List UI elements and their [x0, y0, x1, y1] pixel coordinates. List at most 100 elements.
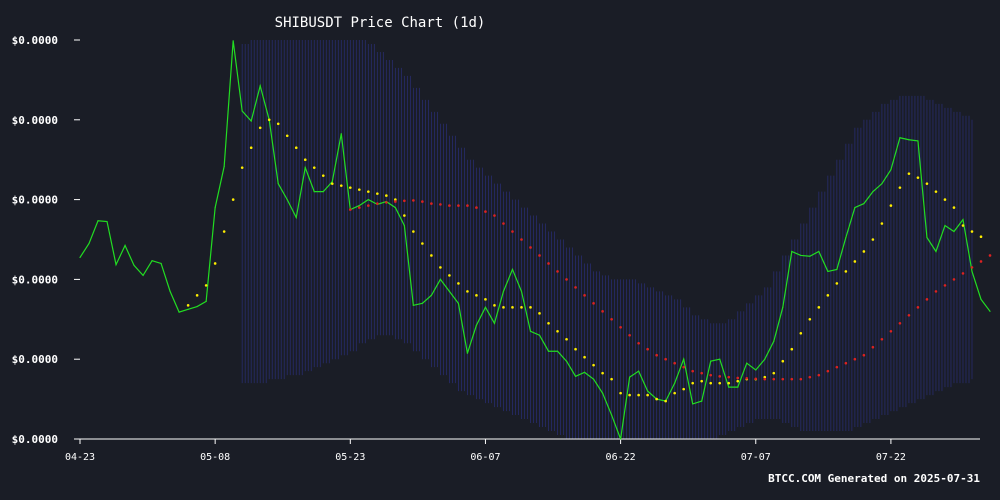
slow-ma-point: [502, 222, 505, 225]
slow-ma-point: [682, 365, 685, 369]
slow-ma-point: [718, 375, 722, 378]
slow-ma-point: [898, 321, 902, 325]
fast-ma-point: [664, 399, 667, 403]
fast-ma-point: [294, 146, 298, 150]
price-point: [890, 169, 892, 171]
fast-moving-average: [186, 118, 983, 403]
price-point: [475, 324, 478, 326]
price-point: [394, 206, 396, 209]
fast-ma-point: [394, 198, 397, 201]
slow-ma-point: [457, 204, 460, 207]
fast-ma-point: [439, 266, 442, 269]
slow-ma-point: [988, 254, 992, 257]
y-tick-label: $0.0000: [12, 114, 58, 127]
fast-ma-point: [961, 224, 965, 227]
fast-ma-point: [970, 230, 974, 233]
slow-ma-point: [556, 270, 559, 273]
slow-moving-average: [349, 199, 992, 381]
bollinger-band: [241, 40, 973, 439]
price-point: [403, 224, 405, 227]
slow-ma-point: [844, 361, 848, 365]
fast-ma-point: [907, 172, 911, 175]
price-point: [142, 274, 144, 277]
fast-ma-point: [637, 393, 640, 397]
price-point: [79, 256, 81, 259]
price-point: [196, 305, 198, 308]
price-point: [944, 224, 946, 227]
price-point: [412, 304, 414, 306]
fast-ma-point: [763, 375, 767, 379]
price-point: [502, 290, 505, 292]
fast-ma-point: [367, 190, 370, 193]
chart-title: SHIBUSDT Price Chart (1d): [275, 15, 486, 31]
price-point: [836, 268, 838, 271]
price-point: [133, 264, 135, 267]
price-point: [457, 302, 460, 304]
y-tick-label: $0.0000: [12, 353, 58, 366]
fast-ma-point: [222, 230, 226, 233]
slow-ma-point: [439, 203, 442, 206]
price-point: [313, 191, 315, 193]
fast-ma-point: [826, 294, 830, 297]
price-point: [178, 311, 180, 313]
slow-ma-point: [979, 260, 983, 263]
x-tick-label: 07-22: [876, 452, 906, 463]
fast-ma-point: [376, 192, 379, 195]
price-point: [872, 191, 874, 193]
fast-ma-point: [267, 118, 271, 122]
price-point: [629, 376, 631, 378]
slow-ma-point: [772, 377, 776, 381]
fast-ma-point: [673, 391, 676, 395]
price-point: [610, 414, 613, 416]
price-point: [601, 392, 604, 394]
price-point: [647, 390, 649, 392]
fast-ma-point: [213, 262, 217, 265]
fast-ma-point: [529, 306, 532, 309]
slow-ma-point: [664, 357, 667, 361]
fast-ma-point: [547, 321, 550, 325]
fast-ma-point: [655, 397, 658, 401]
fast-ma-point: [258, 126, 262, 130]
price-point: [286, 199, 288, 201]
fast-ma-point: [240, 166, 244, 169]
slow-ma-point: [538, 254, 541, 257]
slow-ma-point: [808, 375, 812, 379]
fast-ma-point: [493, 304, 496, 307]
fast-ma-point: [430, 254, 433, 257]
slow-ma-point: [727, 375, 731, 379]
fast-ma-point: [249, 146, 253, 150]
slow-ma-point: [475, 206, 478, 209]
price-point: [511, 268, 514, 271]
price-point: [214, 206, 216, 209]
price-point: [556, 350, 559, 352]
fast-ma-point: [601, 371, 604, 375]
price-point: [692, 403, 694, 405]
price-point: [638, 370, 640, 372]
fast-ma-point: [943, 198, 947, 201]
fast-ma-point: [889, 204, 893, 207]
price-point: [583, 371, 586, 373]
price-point: [538, 334, 541, 336]
fast-ma-point: [646, 393, 649, 397]
slow-ma-point: [655, 353, 658, 357]
price-point: [773, 340, 775, 342]
fast-ma-point: [736, 379, 740, 383]
price-point: [971, 270, 973, 273]
slow-ma-point: [547, 262, 550, 265]
slow-ma-point: [853, 357, 857, 361]
fast-ma-point: [925, 182, 929, 185]
price-point: [746, 362, 748, 364]
fast-ma-point: [799, 331, 803, 335]
fast-ma-point: [457, 282, 460, 285]
slow-ma-point: [781, 377, 785, 381]
price-point: [88, 242, 90, 245]
price-point: [980, 298, 982, 300]
slow-ma-point: [412, 199, 415, 202]
price-point: [529, 330, 532, 332]
price-point: [106, 220, 108, 223]
price-point: [962, 218, 964, 221]
slow-ma-point: [889, 329, 893, 333]
chart-footer: BTCC.COM Generated on 2025-07-31: [768, 472, 980, 485]
fast-ma-point: [583, 355, 586, 359]
slow-ma-point: [574, 286, 577, 289]
